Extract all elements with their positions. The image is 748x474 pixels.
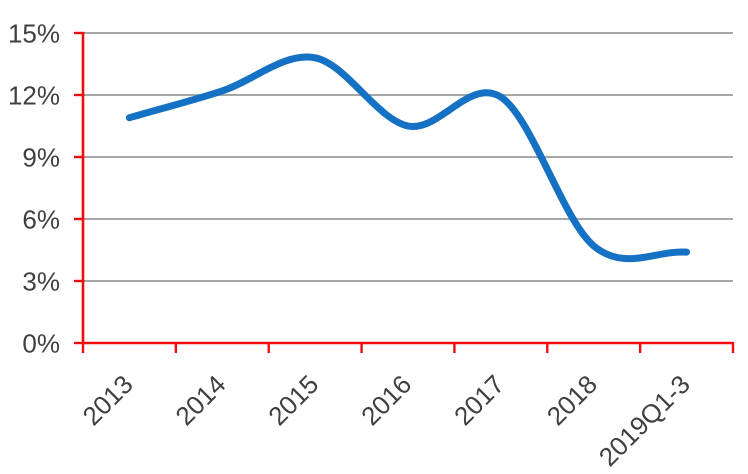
y-axis-label-12pct: 12%	[8, 81, 60, 111]
data-line-percentage-rate	[125, 53, 691, 263]
gridlines-group	[83, 32, 733, 282]
x-axis-label-2017: 2017	[448, 369, 510, 431]
y-axis-label-9pct: 9%	[22, 143, 60, 173]
y-axis-label-0pct: 0%	[22, 329, 60, 359]
x-axis-label-2018: 2018	[541, 369, 603, 431]
x-axis-label-2019Q1-3: 2019Q1-3	[593, 369, 696, 472]
y-axis-labels-group: 0% 3% 6% 9% 12% 15%	[8, 19, 60, 359]
ticks-group	[74, 31, 735, 353]
x-axis-label-2016: 2016	[355, 369, 417, 431]
y-axis-label-6pct: 6%	[22, 205, 60, 235]
axes-group	[81, 33, 733, 345]
x-axis-label-2013: 2013	[77, 369, 139, 431]
y-axis-label-15pct: 15%	[8, 19, 60, 49]
x-axis-label-2014: 2014	[169, 369, 231, 431]
series-group	[125, 53, 691, 263]
x-axis-label-2015: 2015	[262, 369, 324, 431]
y-axis-label-3pct: 3%	[22, 267, 60, 297]
